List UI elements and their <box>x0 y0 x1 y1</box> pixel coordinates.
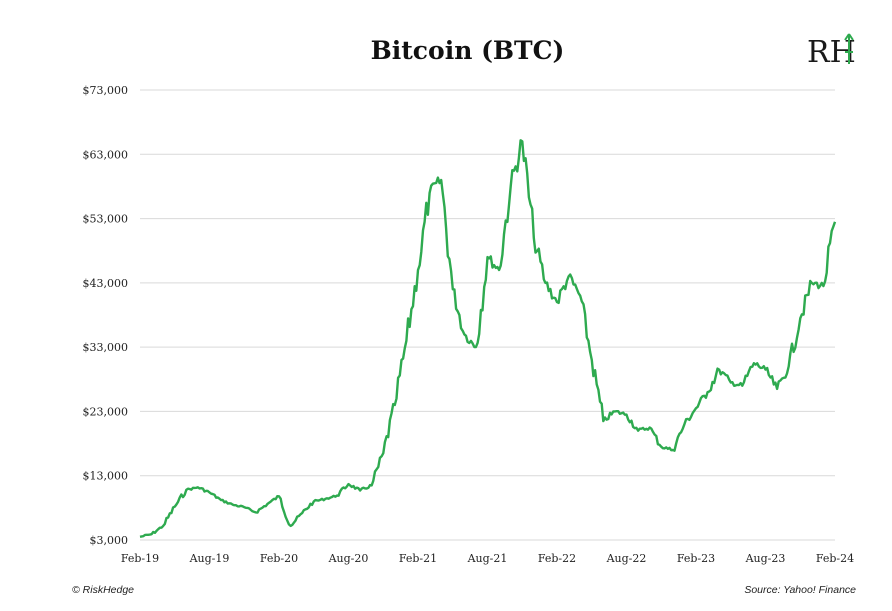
y-tick-label: $53,000 <box>83 213 129 226</box>
x-tick-label: Feb-23 <box>677 552 715 565</box>
y-tick-label: $73,000 <box>83 84 129 97</box>
chart-title: Bitcoin (BTC) <box>370 36 565 65</box>
x-tick-label: Aug-21 <box>467 552 508 565</box>
x-tick-label: Feb-24 <box>816 552 854 565</box>
source-text: Source: Yahoo! Finance <box>744 584 856 596</box>
x-axis-labels: Feb-19 Aug-19 Feb-20 Aug-20 Feb-21 Aug-21 Feb-… <box>121 552 854 565</box>
riskhedge-logo: RH <box>807 33 856 70</box>
x-tick-label: Feb-19 <box>121 552 159 565</box>
y-tick-label: $33,000 <box>83 341 129 354</box>
y-tick-label: $13,000 <box>83 470 129 483</box>
y-axis-labels: $73,000 $63,000 $53,000 $43,000 $33,000 $23,0… <box>83 84 129 547</box>
y-tick-label: $43,000 <box>83 277 129 290</box>
copyright-text: © RiskHedge <box>72 584 135 596</box>
y-tick-label: $3,000 <box>90 534 129 547</box>
btc-price-line <box>139 139 837 538</box>
x-tick-label: Aug-19 <box>189 552 230 565</box>
y-tick-label: $23,000 <box>83 405 129 418</box>
logo-arrow-icon <box>844 33 854 64</box>
x-tick-label: Feb-22 <box>538 552 576 565</box>
x-tick-label: Aug-23 <box>745 552 786 565</box>
grid-lines <box>140 89 835 541</box>
x-tick-label: Feb-20 <box>260 552 298 565</box>
x-tick-label: Aug-20 <box>328 552 369 565</box>
x-tick-label: Feb-21 <box>399 552 437 565</box>
x-tick-label: Aug-22 <box>606 552 647 565</box>
y-tick-label: $63,000 <box>83 148 129 161</box>
